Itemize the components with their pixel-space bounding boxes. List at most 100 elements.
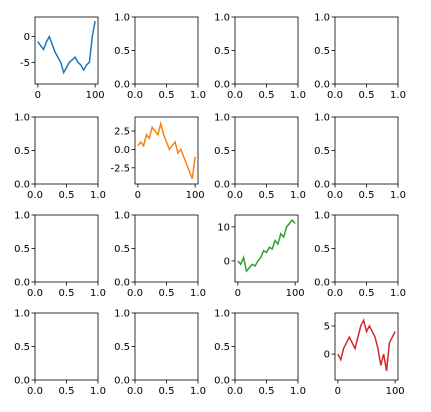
- axes-frame: [234, 16, 299, 85]
- y-tick-label: 0.5: [314, 146, 330, 157]
- x-tick-label: 0: [335, 386, 341, 397]
- axes-frame: [134, 312, 199, 381]
- y-tick-label: 0.0: [114, 376, 130, 387]
- x-tick-label: 0.5: [259, 190, 275, 201]
- y-tick-label: 0.5: [14, 146, 30, 157]
- x-tick-label: 0.5: [359, 90, 375, 101]
- y-tick-label: 0.0: [214, 80, 230, 91]
- x-tick-label: 0: [35, 90, 41, 101]
- y-tick-label: 1.0: [214, 113, 230, 124]
- y-tick-label: 0.0: [314, 278, 330, 289]
- y-tick-label: 1.0: [314, 113, 330, 124]
- x-tick-label: 0.0: [127, 288, 143, 299]
- y-tick-label: 0.0: [214, 376, 230, 387]
- y-tick-label: 0.5: [114, 342, 130, 353]
- y-tick-label: 1.0: [214, 309, 230, 320]
- axes-frame: [34, 116, 99, 185]
- y-tick-label: 0.0: [114, 278, 130, 289]
- y-tick-label: 0.0: [214, 180, 230, 191]
- x-tick-label: 100: [286, 288, 305, 299]
- x-tick-label: 1.0: [290, 386, 306, 397]
- x-tick-label: 0.0: [327, 190, 343, 201]
- x-tick-label: 0.5: [259, 90, 275, 101]
- axes-frame: [334, 116, 399, 185]
- x-tick-label: 0.0: [127, 90, 143, 101]
- x-tick-label: 0.5: [59, 190, 75, 201]
- y-tick-label: 0.0: [114, 80, 130, 91]
- x-tick-label: 0.5: [259, 386, 275, 397]
- axes-frame: [234, 312, 299, 381]
- axes-frame: [234, 214, 299, 283]
- x-tick-label: 0.0: [227, 90, 243, 101]
- axes-frame: [234, 116, 299, 185]
- x-tick-label: 1.0: [90, 190, 106, 201]
- data-line: [237, 218, 296, 273]
- axes-frame: [134, 16, 199, 85]
- y-tick-label: 0.5: [14, 342, 30, 353]
- x-tick-label: 0.0: [327, 288, 343, 299]
- axes-frame: [334, 312, 399, 381]
- y-tick-label: 0.5: [114, 244, 130, 255]
- axes-frame: [134, 116, 199, 185]
- x-tick-label: 0.5: [159, 288, 175, 299]
- x-tick-label: 0: [135, 190, 141, 201]
- x-tick-label: 1.0: [390, 90, 406, 101]
- x-tick-label: 1.0: [390, 288, 406, 299]
- x-tick-label: 0.5: [359, 288, 375, 299]
- axes-frame: [134, 214, 199, 283]
- y-tick-label: -2.5: [110, 163, 130, 174]
- y-tick-label: 1.0: [14, 211, 30, 222]
- y-tick-label: 1.0: [314, 13, 330, 24]
- y-tick-label: 0.0: [14, 278, 30, 289]
- x-tick-label: 100: [86, 90, 105, 101]
- axes-frame: [34, 214, 99, 283]
- x-tick-label: 0.5: [59, 386, 75, 397]
- y-tick-label: 0.5: [214, 146, 230, 157]
- x-tick-label: 0.0: [127, 386, 143, 397]
- y-tick-label: 0.5: [314, 46, 330, 57]
- y-tick-label: 0.0: [114, 145, 130, 156]
- y-tick-label: 0.5: [14, 244, 30, 255]
- y-tick-label: 2.5: [114, 126, 130, 137]
- y-tick-label: 0.5: [314, 244, 330, 255]
- y-tick-label: 0: [24, 32, 30, 43]
- x-tick-label: 0.0: [327, 90, 343, 101]
- y-tick-label: -5: [20, 58, 30, 69]
- x-tick-label: 1.0: [90, 386, 106, 397]
- x-tick-label: 0.0: [227, 190, 243, 201]
- y-tick-label: 0: [224, 256, 230, 267]
- x-tick-label: 0.5: [159, 90, 175, 101]
- axes-frame: [334, 214, 399, 283]
- y-tick-label: 1.0: [114, 13, 130, 24]
- x-tick-label: 0.5: [59, 288, 75, 299]
- y-tick-label: 1.0: [114, 211, 130, 222]
- x-tick-label: 0: [235, 288, 241, 299]
- y-tick-label: 0.5: [214, 342, 230, 353]
- x-tick-label: 1.0: [90, 288, 106, 299]
- y-tick-label: 1.0: [314, 211, 330, 222]
- x-tick-label: 1.0: [390, 190, 406, 201]
- y-tick-label: 0.5: [214, 46, 230, 57]
- y-tick-label: 1.0: [114, 309, 130, 320]
- x-tick-label: 100: [386, 386, 405, 397]
- x-tick-label: 0.5: [359, 190, 375, 201]
- axes-frame: [34, 16, 99, 85]
- y-tick-label: 0: [324, 350, 330, 361]
- y-tick-label: 1.0: [214, 13, 230, 24]
- x-tick-label: 1.0: [290, 90, 306, 101]
- data-line: [137, 120, 196, 180]
- x-tick-label: 0.0: [27, 190, 43, 201]
- x-tick-label: 0.0: [27, 288, 43, 299]
- y-tick-label: 0.0: [14, 180, 30, 191]
- x-tick-label: 0.0: [27, 386, 43, 397]
- x-tick-label: 0.5: [159, 386, 175, 397]
- x-tick-label: 1.0: [190, 90, 206, 101]
- y-tick-label: 1.0: [14, 113, 30, 124]
- axes-frame: [334, 16, 399, 85]
- y-tick-label: 0.0: [14, 376, 30, 387]
- axes-frame: [34, 312, 99, 381]
- x-tick-label: 1.0: [190, 288, 206, 299]
- x-tick-label: 1.0: [290, 190, 306, 201]
